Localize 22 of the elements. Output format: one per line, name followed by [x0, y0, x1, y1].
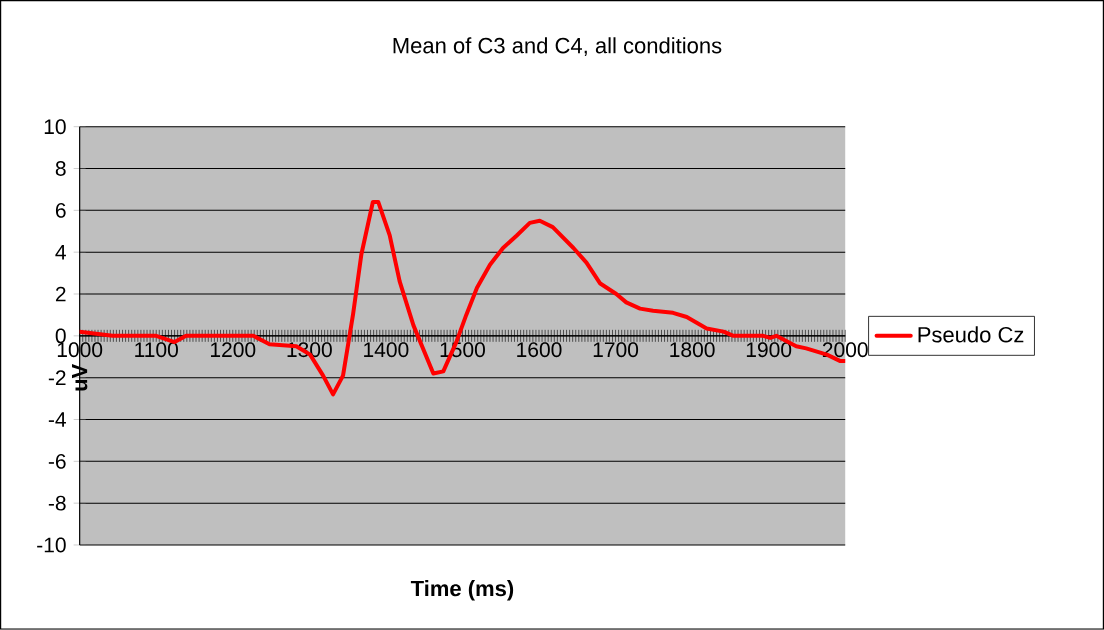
x-tick-label: 1900: [746, 342, 792, 358]
x-tick-label: 1100: [135, 342, 178, 358]
y-tick-label: -4: [48, 412, 66, 427]
x-tick-label: 1800: [670, 342, 715, 358]
x-tick-label: 1400: [364, 342, 409, 358]
chart-title: Mean of C3 and C4, all conditions: [393, 37, 722, 57]
y-tick-label: -2: [48, 370, 66, 386]
y-tick-label: 6: [55, 203, 66, 218]
x-tick-label: 1600: [517, 342, 562, 358]
y-tick-label: 4: [55, 245, 66, 260]
legend-label: Pseudo Cz: [918, 326, 1024, 343]
x-tick-label: 1200: [211, 342, 256, 358]
y-axis-title: uV: [72, 364, 88, 391]
y-tick-label: -8: [48, 495, 66, 511]
y-tick-label: 10: [44, 119, 66, 135]
x-axis-title: Time (ms): [410, 580, 514, 601]
y-tick-label: 2: [55, 286, 66, 302]
y-tick-label: 8: [55, 161, 66, 177]
y-tick-label: -6: [48, 454, 66, 469]
x-tick-label: 1700: [593, 342, 639, 358]
y-tick-label: 0: [55, 328, 66, 344]
y-tick-label: -10: [37, 537, 66, 553]
